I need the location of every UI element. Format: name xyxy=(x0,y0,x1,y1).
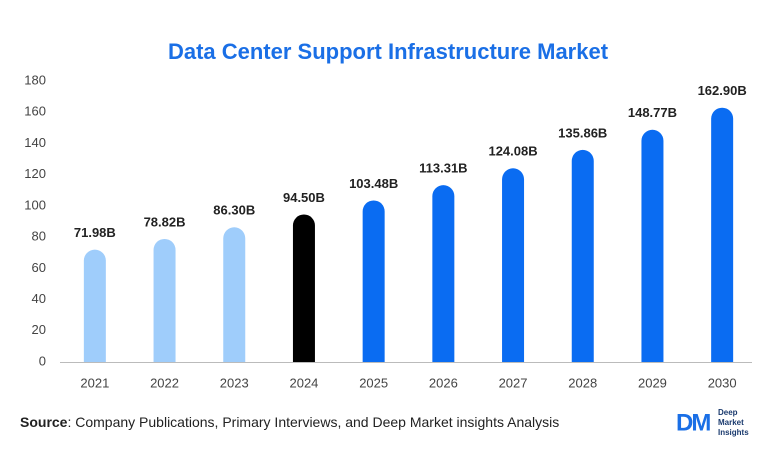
y-tick-label: 0 xyxy=(39,353,46,368)
x-tick-label: 2027 xyxy=(499,375,528,390)
y-tick-label: 180 xyxy=(24,72,46,87)
value-label: 162.90B xyxy=(698,83,747,98)
value-label: 78.82B xyxy=(144,214,186,229)
source-label: Source xyxy=(20,414,68,430)
y-tick-label: 80 xyxy=(32,229,46,244)
logo-text: Insights xyxy=(718,428,749,437)
x-tick-label: 2029 xyxy=(638,375,667,390)
logo-text: Deep xyxy=(718,408,738,417)
y-tick-label: 160 xyxy=(24,104,46,119)
bar xyxy=(83,249,106,362)
logo-mark: DM xyxy=(676,409,710,436)
chart-title: Data Center Support Infrastructure Marke… xyxy=(168,39,609,64)
bar xyxy=(641,129,664,362)
x-tick-label: 2030 xyxy=(708,375,737,390)
logo-text: Market xyxy=(718,418,744,427)
y-tick-label: 40 xyxy=(32,291,46,306)
y-tick-label: 140 xyxy=(24,135,46,150)
value-label: 94.50B xyxy=(283,190,325,205)
value-label: 124.08B xyxy=(488,144,537,159)
bar xyxy=(502,168,525,362)
value-label: 71.98B xyxy=(74,225,116,240)
value-label: 148.77B xyxy=(628,105,677,120)
value-label: 113.31B xyxy=(419,161,467,176)
value-label: 135.86B xyxy=(558,125,607,140)
y-tick-label: 120 xyxy=(24,166,46,181)
source: Source: Company Publications, Primary In… xyxy=(20,414,559,430)
value-label: 86.30B xyxy=(213,203,255,218)
x-tick-label: 2028 xyxy=(568,375,597,390)
x-tick-label: 2022 xyxy=(150,375,179,390)
bar xyxy=(571,149,594,362)
value-label: 103.48B xyxy=(349,176,398,191)
x-tick-label: 2021 xyxy=(80,375,109,390)
y-tick-label: 20 xyxy=(32,322,46,337)
y-tick-label: 60 xyxy=(32,260,46,275)
bar xyxy=(432,185,455,362)
source-text: : Company Publications, Primary Intervie… xyxy=(67,414,559,430)
bar xyxy=(223,227,246,362)
x-tick-label: 2024 xyxy=(289,375,318,390)
bar xyxy=(153,238,176,362)
bar xyxy=(292,214,315,362)
y-tick-label: 100 xyxy=(24,197,46,212)
bar xyxy=(362,200,385,362)
x-tick-label: 2025 xyxy=(359,375,388,390)
x-tick-label: 2026 xyxy=(429,375,458,390)
bar xyxy=(711,107,734,362)
x-tick-label: 2023 xyxy=(220,375,249,390)
